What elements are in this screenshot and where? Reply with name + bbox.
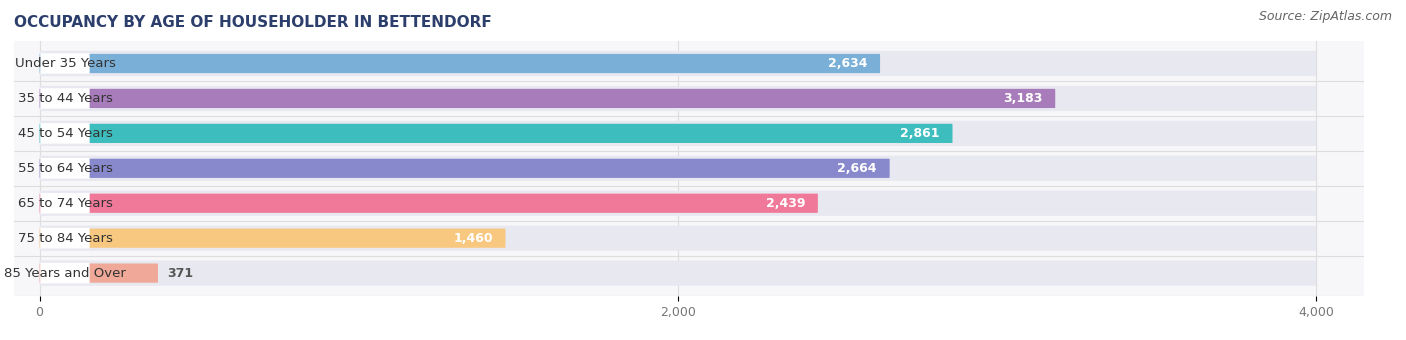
Text: 1,460: 1,460: [453, 232, 492, 245]
Text: 371: 371: [167, 267, 194, 279]
FancyBboxPatch shape: [39, 54, 880, 73]
Text: 35 to 44 Years: 35 to 44 Years: [17, 92, 112, 105]
Text: 85 Years and Over: 85 Years and Over: [4, 267, 127, 279]
Text: 55 to 64 Years: 55 to 64 Years: [17, 162, 112, 175]
FancyBboxPatch shape: [39, 264, 157, 283]
FancyBboxPatch shape: [39, 191, 1316, 216]
Text: Under 35 Years: Under 35 Years: [14, 57, 115, 70]
FancyBboxPatch shape: [39, 86, 1316, 111]
Text: 2,439: 2,439: [766, 197, 806, 210]
FancyBboxPatch shape: [41, 193, 90, 214]
FancyBboxPatch shape: [41, 228, 90, 249]
Text: 2,634: 2,634: [828, 57, 868, 70]
Text: 2,861: 2,861: [900, 127, 939, 140]
Text: 75 to 84 Years: 75 to 84 Years: [17, 232, 112, 245]
FancyBboxPatch shape: [41, 88, 90, 109]
Text: OCCUPANCY BY AGE OF HOUSEHOLDER IN BETTENDORF: OCCUPANCY BY AGE OF HOUSEHOLDER IN BETTE…: [14, 15, 492, 30]
FancyBboxPatch shape: [41, 123, 90, 144]
FancyBboxPatch shape: [39, 225, 1316, 251]
Text: 45 to 54 Years: 45 to 54 Years: [17, 127, 112, 140]
FancyBboxPatch shape: [41, 263, 90, 284]
FancyBboxPatch shape: [39, 193, 818, 213]
FancyBboxPatch shape: [41, 53, 90, 74]
FancyBboxPatch shape: [39, 121, 1316, 146]
FancyBboxPatch shape: [41, 158, 90, 178]
Text: 65 to 74 Years: 65 to 74 Years: [17, 197, 112, 210]
Text: 3,183: 3,183: [1002, 92, 1042, 105]
Text: 2,664: 2,664: [838, 162, 877, 175]
FancyBboxPatch shape: [39, 228, 506, 248]
Text: Source: ZipAtlas.com: Source: ZipAtlas.com: [1258, 10, 1392, 23]
FancyBboxPatch shape: [39, 156, 1316, 181]
FancyBboxPatch shape: [39, 159, 890, 178]
FancyBboxPatch shape: [39, 89, 1056, 108]
FancyBboxPatch shape: [39, 124, 952, 143]
FancyBboxPatch shape: [39, 260, 1316, 286]
FancyBboxPatch shape: [39, 51, 1316, 76]
